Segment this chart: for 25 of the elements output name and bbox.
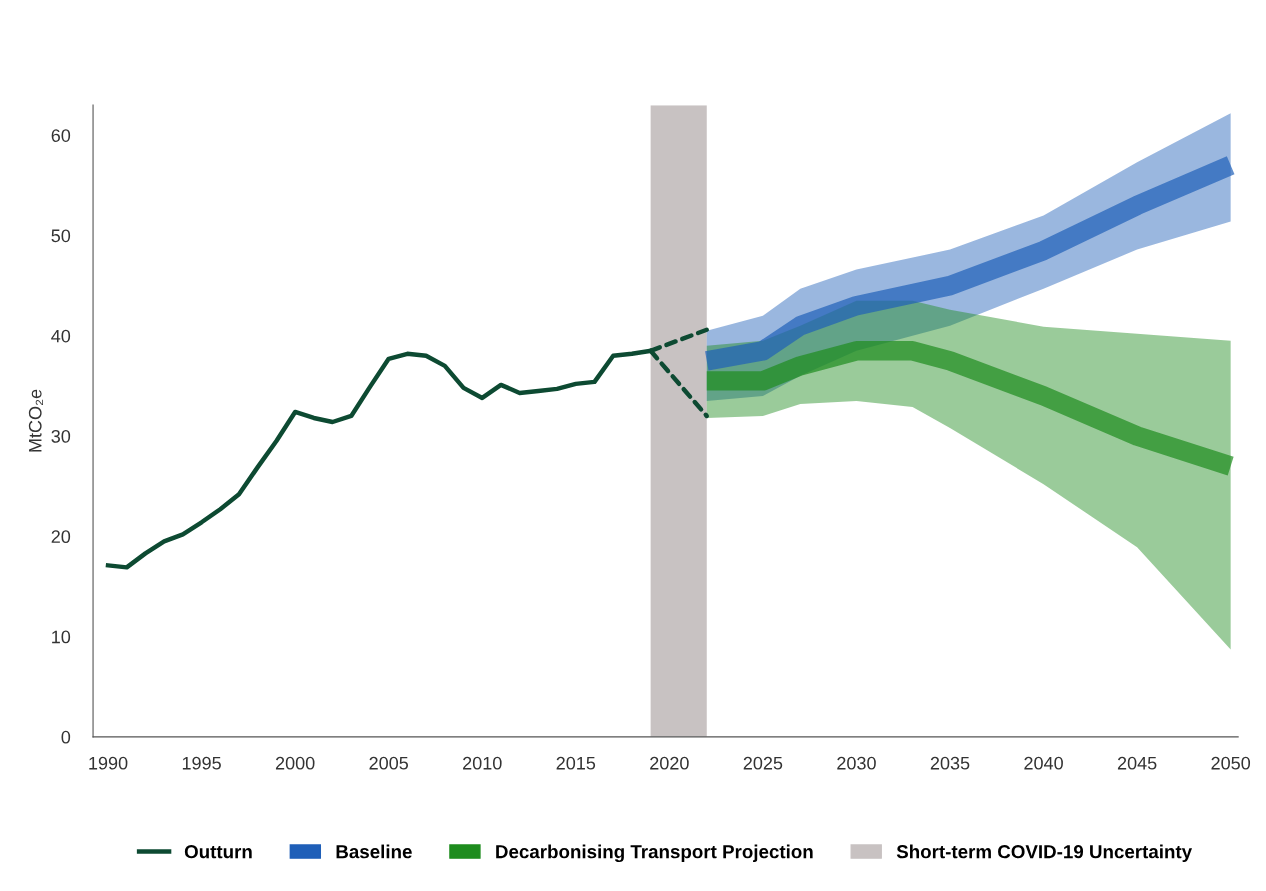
legend-label: Baseline: [336, 844, 412, 859]
x-tick-label: 2025: [743, 756, 783, 770]
y-tick-label: 40: [51, 329, 71, 343]
y-tick-label: 20: [51, 530, 71, 544]
legend-label: Decarbonising Transport Projection: [496, 844, 813, 863]
x-tick-label: 1990: [89, 756, 128, 770]
x-tick-label: 2030: [837, 756, 876, 770]
y-tick-label: 0: [61, 730, 71, 744]
legend-label: Short-term COVID-19 Uncertainty: [896, 844, 1193, 863]
y-axis-title: MtCO₂e: [28, 389, 43, 452]
x-tick-label: 2010: [463, 756, 502, 770]
x-tick-label: 2050: [1211, 756, 1251, 770]
x-tick-label: 2020: [650, 756, 689, 770]
y-tick-label: 50: [51, 229, 71, 243]
y-tick-label: 10: [52, 630, 71, 644]
x-tick-label: 1995: [182, 756, 221, 770]
x-tick-label: 2045: [1117, 756, 1157, 770]
x-tick-label: 2005: [369, 756, 409, 770]
x-tick-label: 2015: [556, 756, 596, 770]
legend-label: Outturn: [184, 845, 252, 859]
x-tick-label: 2035: [930, 756, 970, 770]
y-tick-label: 30: [51, 429, 71, 443]
y-tick-label: 60: [51, 129, 71, 142]
x-tick-label: 2000: [275, 756, 315, 770]
x-tick-label: 2040: [1024, 756, 1063, 770]
